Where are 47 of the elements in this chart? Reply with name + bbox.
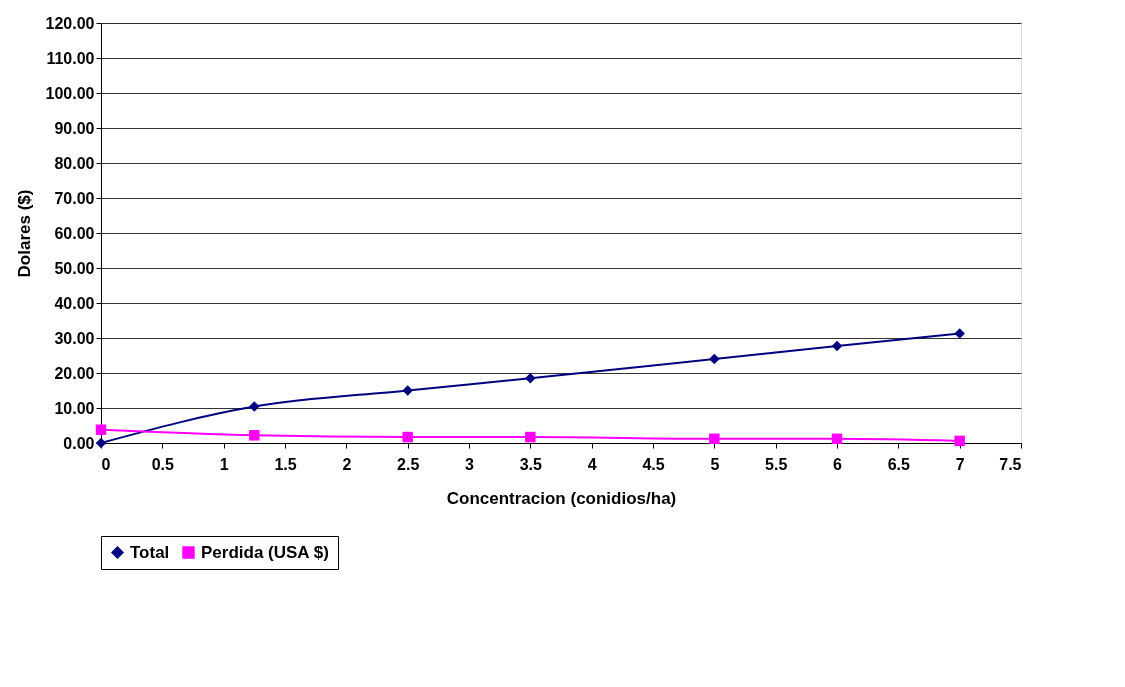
x-tick-label: 3	[465, 455, 475, 473]
y-tick-label: 90.00	[54, 119, 95, 137]
y-tick-label: 80.00	[54, 154, 95, 172]
point	[95, 437, 107, 449]
x-tick-label: 4.5	[642, 455, 665, 473]
point	[709, 353, 720, 365]
y-tick-label: 60.00	[54, 224, 95, 242]
x-tick-label: 6	[833, 455, 843, 473]
point	[954, 328, 965, 339]
y-tick-label: 70.00	[54, 189, 95, 207]
x-tick-label: 0.5	[151, 455, 175, 473]
y-tick-label: 30.00	[54, 329, 95, 347]
x-tick-label: 6.5	[887, 455, 911, 473]
point	[954, 435, 965, 447]
point	[402, 431, 413, 443]
x-tick-label: 1	[219, 455, 229, 473]
x-tick-label: 2.5	[397, 455, 420, 473]
legend-label: Total	[130, 542, 170, 562]
y-axis-title: Dolares ($)	[14, 189, 34, 278]
x-tick-label: 5.5	[765, 455, 788, 473]
point	[525, 431, 536, 443]
point	[402, 385, 413, 396]
y-tick-label: 50.00	[54, 259, 95, 277]
y-tick-label: 20.00	[54, 364, 95, 382]
x-tick-label: 1.5	[274, 455, 297, 473]
x-tick-label: 0	[101, 455, 111, 473]
point	[525, 373, 536, 384]
y-tick-label: 110.00	[46, 49, 95, 67]
x-tick-label: 4	[587, 455, 597, 473]
x-tick-label: 7.5	[999, 455, 1022, 473]
y-tick-label: 40.00	[54, 294, 95, 312]
point	[831, 433, 843, 445]
point	[95, 424, 107, 435]
x-tick-label: 7	[955, 455, 965, 473]
y-tick-label: 10.00	[54, 399, 95, 417]
x-tick-label: 5	[710, 455, 720, 473]
y-tick-label: 100.00	[45, 84, 95, 102]
x-axis-title: Concentracion (conidios/ha)	[446, 488, 677, 508]
point	[831, 340, 843, 352]
point	[249, 430, 260, 441]
x-tick-label: 2	[342, 455, 352, 473]
y-tick-label: 120.00	[45, 14, 95, 32]
point	[249, 401, 260, 412]
y-tick-label: 0.00	[63, 434, 95, 452]
x-tick-label: 3.5	[519, 455, 543, 473]
legend-label: Perdida (USA $)	[201, 542, 329, 562]
point	[709, 433, 720, 445]
